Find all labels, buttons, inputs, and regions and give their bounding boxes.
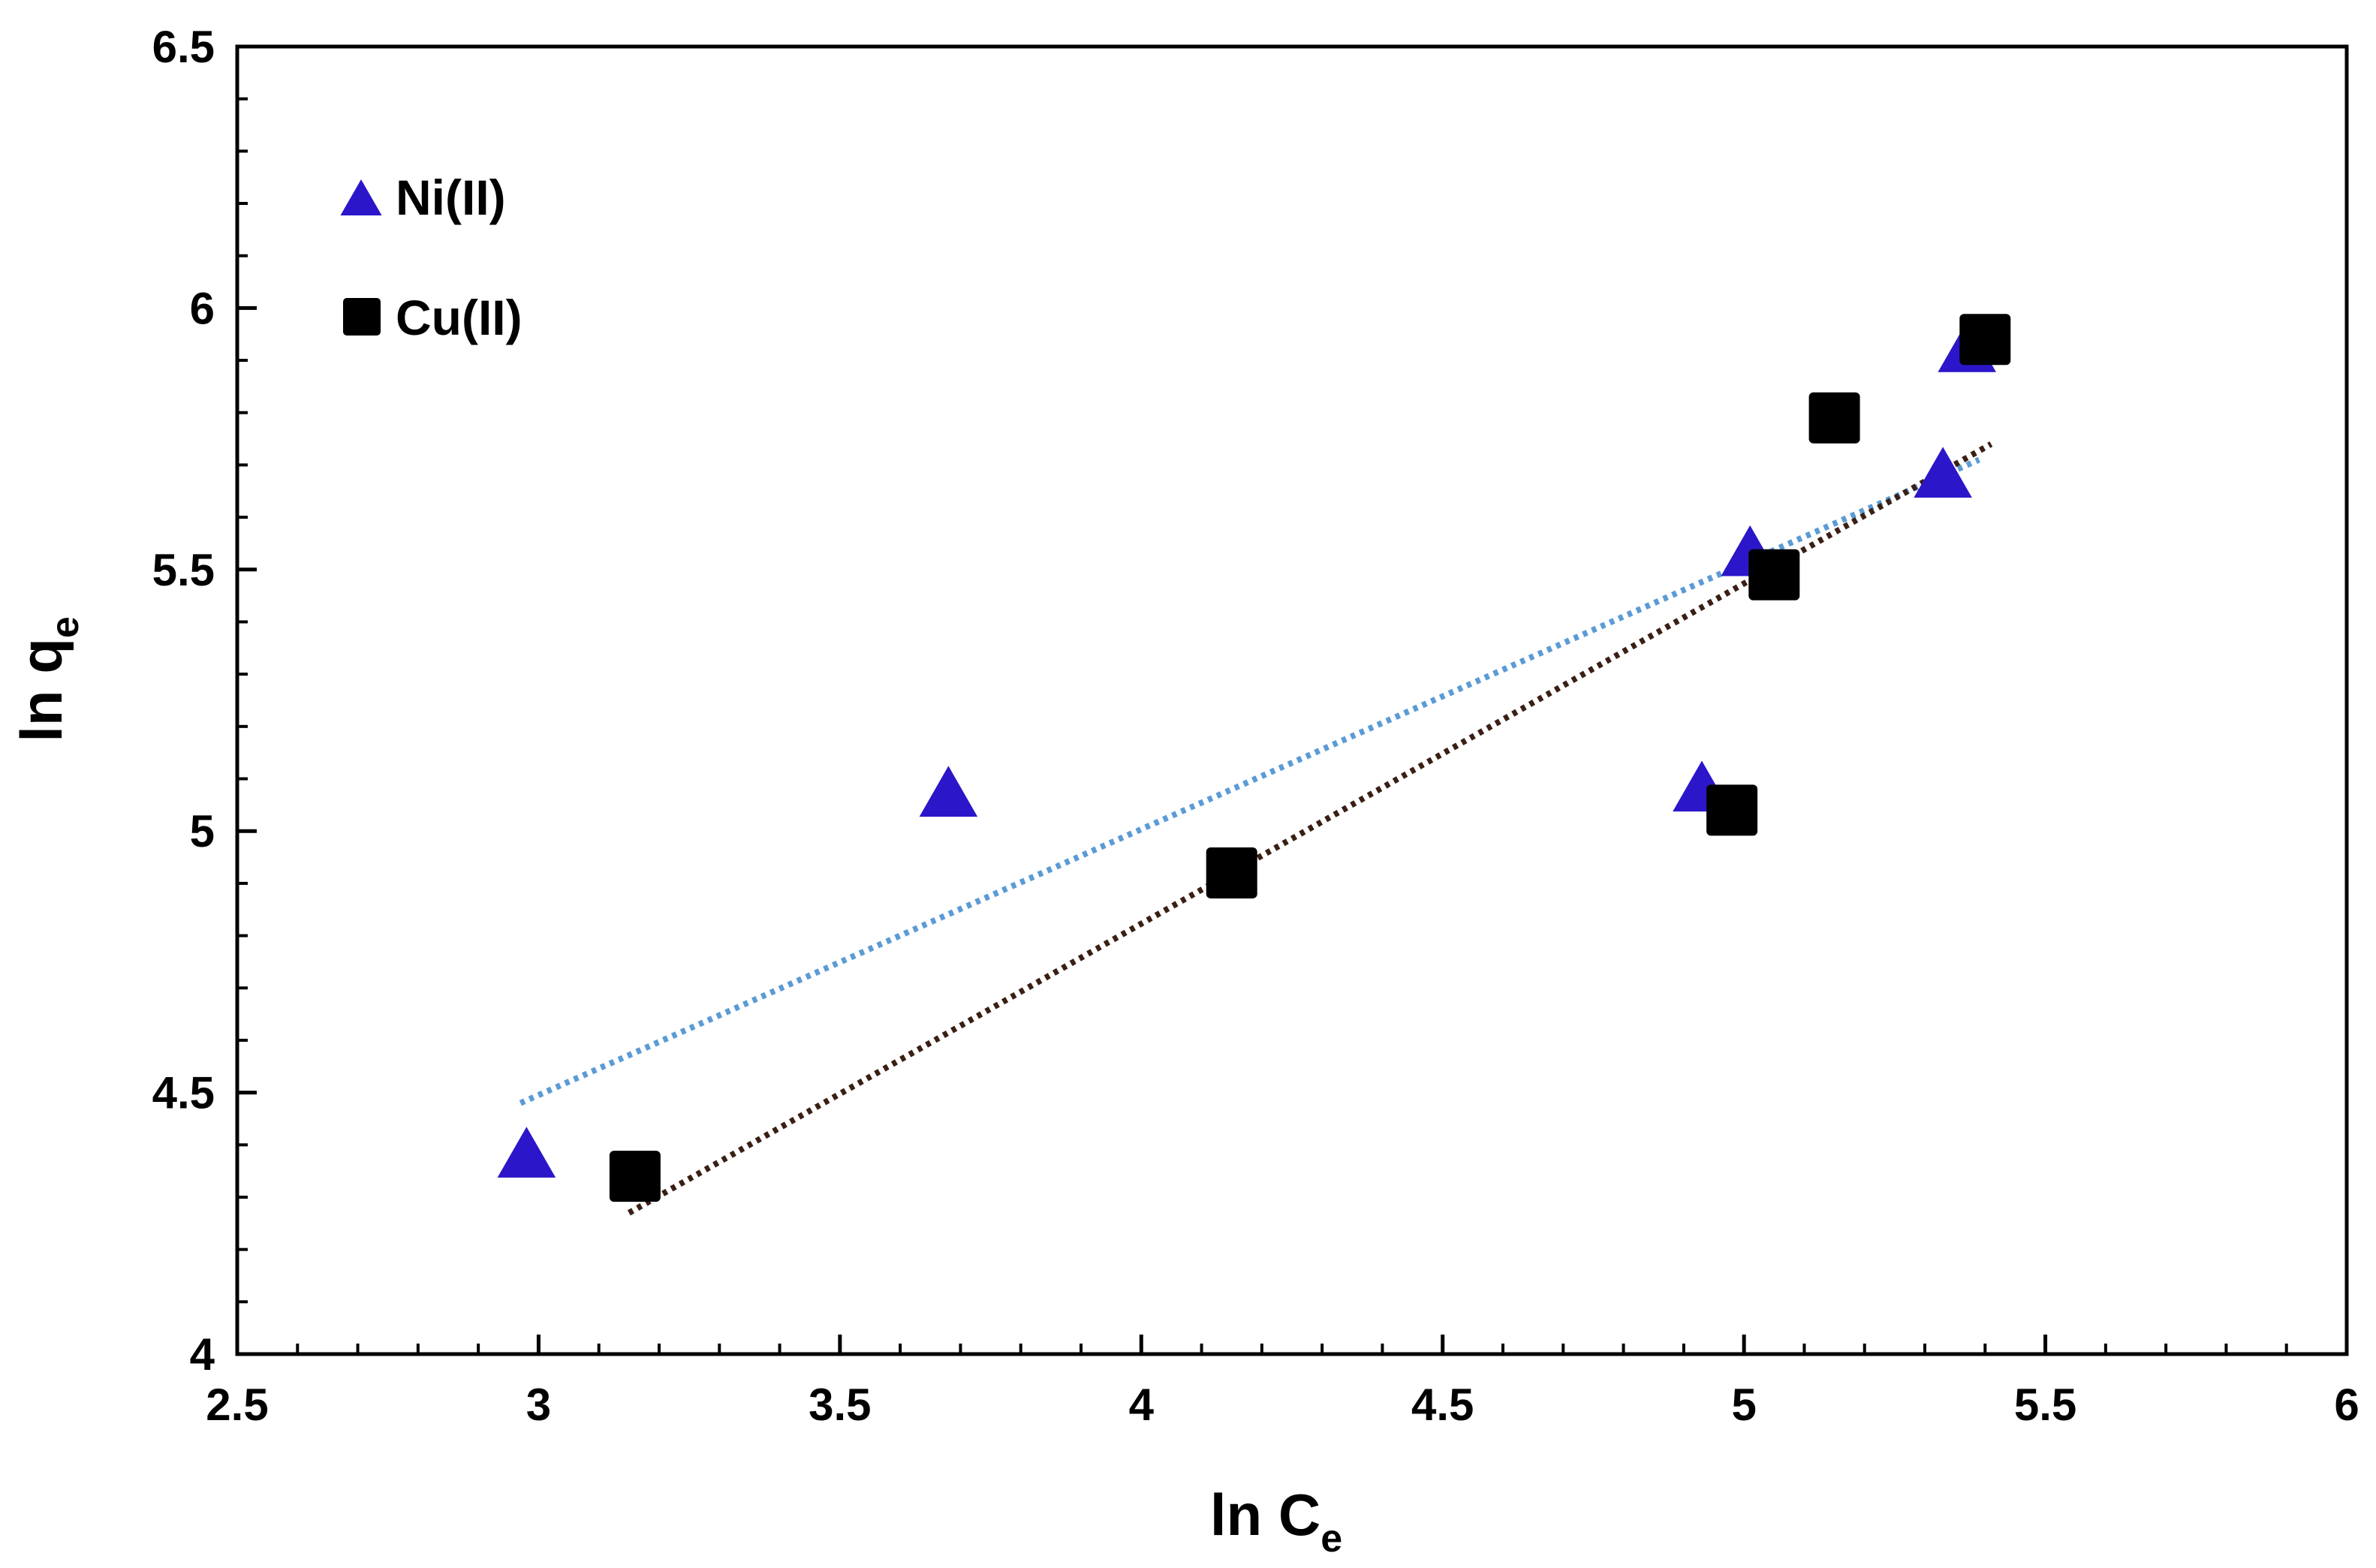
plot-frame: [235, 44, 2349, 1356]
y-tick-label: 6: [190, 283, 215, 333]
x-axis-title-main: ln C: [1210, 1482, 1321, 1548]
cu-data-point: [1808, 392, 1860, 444]
x-tick-label: 4: [1129, 1380, 1155, 1430]
trendline: [627, 441, 1993, 1216]
x-tick-label: 3.5: [809, 1380, 871, 1430]
x-tick-label: 5.5: [2014, 1380, 2076, 1430]
cu-data-point: [1706, 784, 1758, 836]
y-tick-label: 6.5: [152, 22, 215, 72]
axes: [235, 44, 2349, 1356]
x-axis-title: ln Ce: [1210, 1482, 1342, 1560]
cu-data-point: [609, 1151, 661, 1202]
ni-data-point: [497, 1127, 556, 1178]
y-axis-title: ln qe: [8, 616, 87, 742]
cu-data-point: [1748, 549, 1800, 600]
y-axis-title-sub: e: [44, 616, 87, 638]
y-tick-label: 4: [190, 1329, 215, 1380]
x-tick-label: 3: [526, 1380, 551, 1430]
x-axis-title-sub: e: [1321, 1517, 1342, 1560]
x-tick-label: 6: [2334, 1380, 2359, 1430]
legend-label: Ni(II): [396, 170, 506, 225]
ni-data-point: [919, 766, 978, 817]
x-tick-label: 2.5: [206, 1380, 268, 1430]
y-tick-label: 5.5: [152, 545, 215, 595]
x-tick-label: 4.5: [1411, 1380, 1474, 1430]
y-tick-label: 5: [190, 806, 215, 856]
legend-ni-marker: [340, 179, 382, 216]
ni-data-point: [1914, 447, 1972, 498]
cu-data-point: [1206, 847, 1257, 898]
tick-labels: 2.5 3 3.5 4 4.5 5 5.5 6 4 4.5 5 5.5 6 6.5: [152, 22, 2359, 1430]
cu-data-point: [1959, 314, 2011, 366]
legend-cu-marker: [343, 298, 381, 336]
y-tick-label: 4.5: [152, 1068, 215, 1118]
data-points: [497, 314, 2011, 1202]
legend-label: Cu(II): [396, 290, 522, 345]
y-axis-title-main: ln q: [8, 638, 74, 742]
x-tick-label: 5: [1731, 1380, 1756, 1430]
legend: Ni(II) Cu(II): [340, 170, 522, 345]
